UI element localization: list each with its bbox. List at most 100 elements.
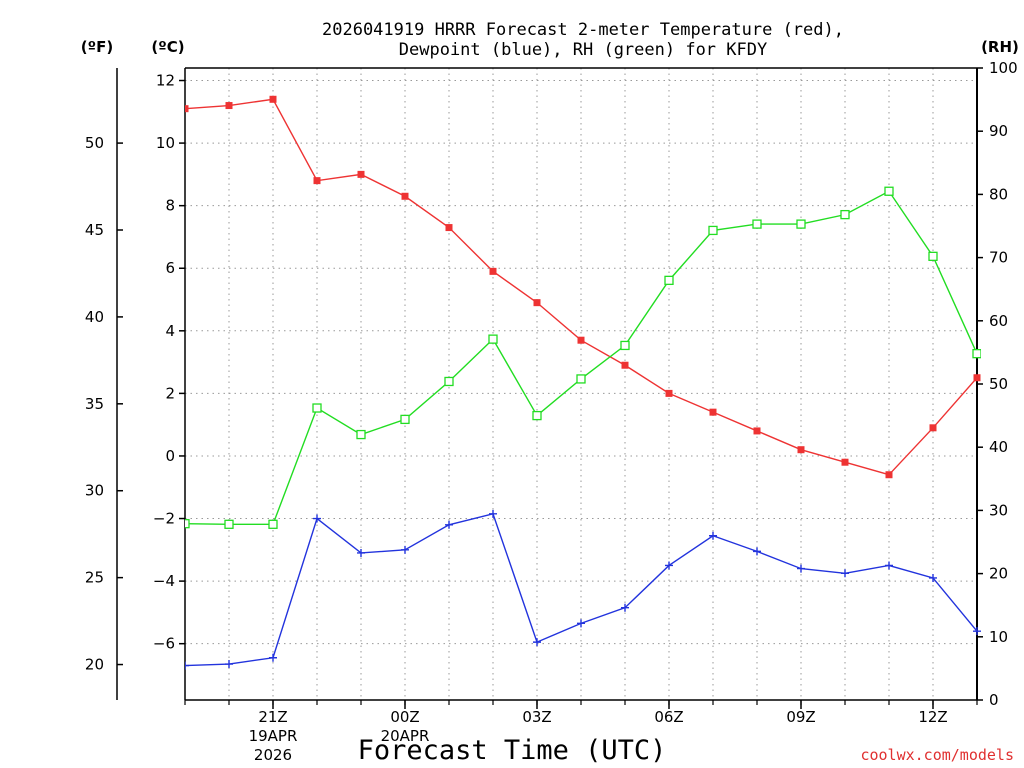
celsius-tick-label: −2 [153,510,175,528]
fahrenheit-tick-label: 50 [85,134,104,152]
rh-tick-label: 30 [989,501,1008,519]
dewpoint-point [445,520,453,529]
x-tick-label: 06Z [654,708,683,726]
rh-point [224,519,234,529]
rh-point [840,209,850,220]
dewpoint-point [797,564,805,573]
dewpoint-point [489,509,497,518]
fahrenheit-tick-label: 30 [85,482,104,500]
rh-point [620,340,630,351]
credit-text: coolwx.com/models [860,746,1014,764]
temperature-point [709,408,717,416]
dewpoint-point [185,661,189,670]
dewpoint-point [973,627,981,636]
temperature-point [621,361,629,369]
temperature-line [185,98,978,476]
temperature-point [225,102,233,110]
dewpoint-point [753,547,761,556]
dewpoint-point [709,531,717,540]
x-axis-title: Forecast Time (UTC) [358,735,667,766]
grid-lines [185,68,977,700]
dewpoint-point [665,561,673,570]
fahrenheit-tick-label: 25 [85,569,104,587]
temperature-point [797,446,805,454]
rh-tick-label: 100 [989,59,1018,77]
temperature-point [185,105,189,113]
rh-point [185,519,190,529]
celsius-tick-label: 0 [165,447,175,465]
x-tick-label: 12Z [918,708,947,726]
rh-point [400,414,410,425]
x-tick-year-label: 2026 [254,746,292,764]
celsius-tick-label: −4 [153,572,175,590]
dewpoint-point [577,619,585,628]
temperature-point [577,336,585,344]
data-series [185,95,981,670]
dewpoint-point [225,660,233,669]
rh-point [356,429,366,440]
temperature-point [401,192,409,200]
celsius-tick-label: −6 [153,635,175,653]
temperature-point [489,267,497,275]
fahrenheit-unit-label: (ºF) [81,38,113,56]
fahrenheit-tick-label: 45 [85,221,104,239]
rh-point [928,251,938,261]
rh-tick-label: 40 [989,438,1008,456]
celsius-unit-label: (ºC) [151,38,184,56]
x-tick-label: 09Z [786,708,815,726]
x-tick-label: 21Z [258,708,287,726]
rh-point [708,225,718,236]
rh-point [972,349,981,359]
axis-ticks: 121086420−2−4−65045403530252010090807060… [85,59,1018,764]
chart-title-line1: 2026041919 HRRR Forecast 2-meter Tempera… [322,20,844,40]
temperature-point [533,299,541,307]
rh-tick-label: 0 [989,691,999,709]
rh-point [664,275,674,286]
temperature-point [753,427,761,435]
rh-point [488,334,498,344]
rh-tick-label: 50 [989,375,1008,393]
celsius-tick-label: 4 [165,322,175,340]
rh-point [312,403,322,413]
rh-point [268,519,278,529]
celsius-tick-label: 6 [165,259,175,277]
temperature-point [973,374,981,382]
rh-point [884,186,894,196]
rh-unit-label: (RH) [981,38,1019,56]
fahrenheit-tick-label: 35 [85,395,104,413]
rh-tick-label: 80 [989,185,1008,203]
dewpoint-point [533,638,541,647]
rh-tick-label: 20 [989,565,1008,583]
rh-tick-label: 90 [989,122,1008,140]
dewpoint-point [929,573,937,582]
temperature-point [357,170,365,178]
dewpoint-point [841,569,849,578]
dewpoint-point [401,545,409,554]
dewpoint-point [269,653,277,662]
temperature-point [445,224,453,232]
x-tick-label: 03Z [522,708,551,726]
temperature-point [929,424,937,432]
temperature-point [313,177,321,185]
temperature-point [885,471,893,479]
dewpoint-point [313,514,321,523]
celsius-tick-label: 12 [156,72,175,90]
x-tick-date-label: 20APR [381,727,430,745]
dewpoint-point [621,603,629,612]
celsius-tick-label: 8 [165,197,175,215]
rh-tick-label: 10 [989,628,1008,646]
rh-point [444,376,454,387]
dewpoint-point [885,561,893,570]
rh-point [796,219,806,229]
temperature-point [665,389,673,397]
rh-tick-label: 70 [989,249,1008,267]
fahrenheit-tick-label: 20 [85,656,104,674]
dewpoint-point [357,548,365,557]
rh-point [752,219,762,229]
chart-title-line2: Dewpoint (blue), RH (green) for KFDY [399,40,767,60]
x-tick-label: 00Z [390,708,419,726]
rh-point [576,374,586,384]
x-tick-date-label: 19APR [249,727,298,745]
celsius-tick-label: 2 [165,384,175,402]
